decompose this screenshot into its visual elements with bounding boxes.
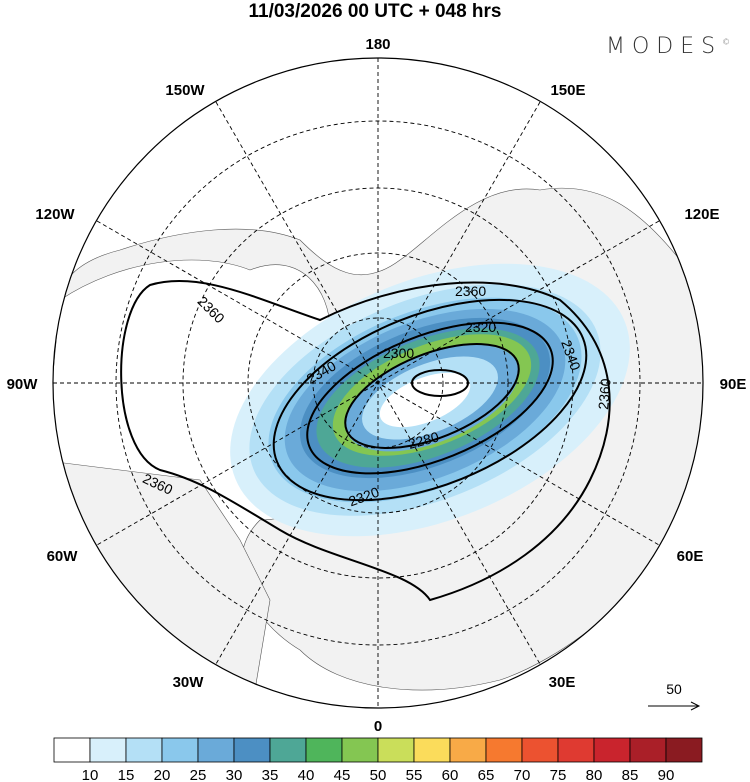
- lon-label: 120W: [35, 206, 75, 223]
- colorbar-swatch: [53, 737, 91, 763]
- colorbar-swatch: [89, 737, 127, 763]
- colorbar-label: 10: [82, 767, 99, 782]
- lon-label: 30E: [549, 674, 576, 691]
- colorbar-label: 40: [298, 767, 315, 782]
- map-border: [52, 57, 704, 709]
- colorbar-label: 75: [550, 767, 567, 782]
- lon-label: 90W: [7, 376, 39, 393]
- logo-copyright: ©: [722, 37, 731, 47]
- colorbar-label: 20: [154, 767, 171, 782]
- lon-label: 0: [374, 718, 382, 735]
- colorbar-label: 45: [334, 767, 351, 782]
- colorbar-label: 70: [514, 767, 531, 782]
- lon-label: 150W: [165, 82, 205, 99]
- map-title: 11/03/2026 00 UTC + 048 hrs: [248, 1, 502, 22]
- lon-label: 30W: [173, 674, 205, 691]
- colorbar-swatch: [557, 737, 595, 763]
- colorbar-swatch: [341, 737, 379, 763]
- vector-reference: 50: [648, 681, 701, 711]
- graticule: [53, 58, 703, 708]
- logo-text: MODES: [606, 34, 723, 59]
- colorbar-label: 35: [262, 767, 279, 782]
- colorbar-swatch: [125, 737, 163, 763]
- colorbar-swatch: [593, 737, 631, 763]
- height-contours: [120, 280, 611, 602]
- colorbar-swatch: [449, 737, 487, 763]
- contour-label: 2300: [383, 345, 414, 361]
- colorbar-label: 50: [370, 767, 387, 782]
- arrowhead-icon: [690, 701, 701, 711]
- colorbar-label: 60: [442, 767, 459, 782]
- colorbar-label: 90: [658, 767, 675, 782]
- lon-label: 150E: [550, 82, 585, 99]
- colorbar-swatch: [521, 737, 559, 763]
- lon-label: 120E: [684, 206, 719, 223]
- colorbar-label: 30: [226, 767, 243, 782]
- contour-label: 2360: [595, 378, 614, 411]
- wind-speed-shading: [230, 263, 630, 537]
- colorbar-swatch: [377, 737, 415, 763]
- lon-label: 60W: [47, 548, 79, 565]
- colorbar-swatch: [305, 737, 343, 763]
- lon-label: 60E: [677, 548, 704, 565]
- contour-label: 2320: [465, 319, 496, 335]
- contour-label: 2280: [406, 428, 440, 452]
- colorbar-swatch: [413, 737, 451, 763]
- colorbar-swatch: [665, 737, 703, 763]
- colorbar-swatch: [269, 737, 307, 763]
- colorbar: 10 15 20 25 30 35 40 45 50 55 60 65 70 75 80 85 90: [53, 737, 703, 782]
- contour-label: 2360: [455, 283, 486, 299]
- lon-label: 90E: [720, 376, 747, 393]
- colorbar-label: 65: [478, 767, 495, 782]
- colorbar-label: 80: [586, 767, 603, 782]
- colorbar-swatch: [629, 737, 667, 763]
- colorbar-swatch: [197, 737, 235, 763]
- colorbar-label: 25: [190, 767, 207, 782]
- colorbar-label: 85: [622, 767, 639, 782]
- colorbar-swatch: [161, 737, 199, 763]
- colorbar-swatch: [485, 737, 523, 763]
- lon-label: 180: [365, 36, 390, 53]
- longitude-labels: 180 150E 120E 90E 60E 30E 0 30W 60W 90W …: [7, 36, 747, 735]
- vector-reference-label: 50: [666, 681, 682, 697]
- modes-logo: MODES©: [606, 34, 730, 59]
- colorbar-label: 15: [118, 767, 135, 782]
- colorbar-swatch: [233, 737, 271, 763]
- colorbar-label: 55: [406, 767, 423, 782]
